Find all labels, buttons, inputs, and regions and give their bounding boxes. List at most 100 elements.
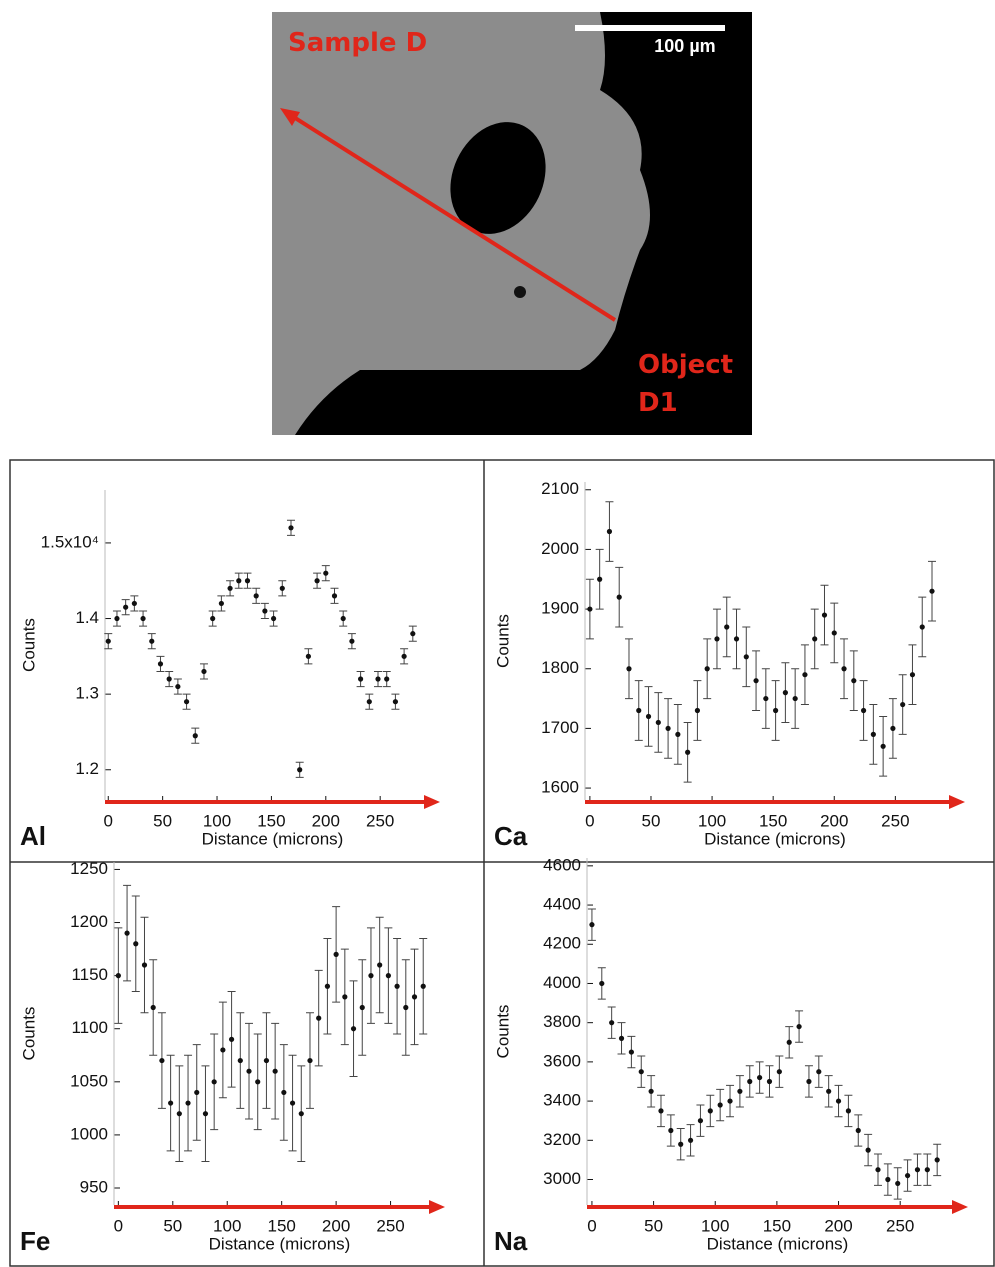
x-tick-label: 100: [698, 811, 726, 830]
x-tick-label: 50: [644, 1216, 663, 1235]
x-axis-title: Distance (microns): [707, 1234, 849, 1253]
data-point: [599, 980, 605, 987]
data-point: [934, 1157, 940, 1163]
y-tick-label: 1.2: [75, 759, 99, 778]
data-point: [773, 707, 779, 714]
x-tick-label: 250: [366, 811, 394, 830]
y-axis-title: Counts: [19, 1007, 38, 1061]
data-point: [796, 1023, 802, 1030]
data-point: [776, 1069, 782, 1075]
data-point: [885, 1176, 891, 1183]
data-point: [609, 1020, 615, 1026]
data-point: [220, 1047, 226, 1053]
element-label: Ca: [494, 821, 528, 851]
data-point: [314, 578, 320, 584]
y-tick-label: 1600: [541, 778, 579, 797]
data-point: [324, 983, 331, 989]
data-point: [305, 653, 311, 659]
distance-arrowhead: [429, 1200, 445, 1214]
data-point: [384, 676, 390, 682]
data-point: [707, 1108, 713, 1114]
data-point: [194, 1089, 200, 1096]
data-point: [792, 695, 798, 702]
data-point: [368, 973, 374, 979]
y-axis-title: Counts: [493, 614, 512, 668]
x-axis-title: Distance (microns): [704, 829, 846, 848]
data-point: [263, 1057, 270, 1064]
sample-label: Sample D: [288, 28, 428, 58]
y-tick-label: 1100: [71, 1018, 108, 1037]
data-point: [924, 1167, 930, 1173]
hole: [450, 122, 546, 234]
y-tick-label: 1.5x10⁴: [41, 532, 99, 551]
data-point: [183, 699, 190, 705]
y-tick-label: 1000: [70, 1124, 108, 1143]
data-point: [218, 600, 224, 607]
data-point: [114, 615, 120, 622]
y-tick-label: 2100: [541, 479, 579, 498]
data-point: [131, 600, 137, 607]
data-point: [648, 1088, 654, 1094]
y-tick-label: 1.4: [75, 608, 99, 627]
data-point: [246, 1068, 252, 1074]
data-point: [115, 973, 121, 979]
data-point: [763, 695, 769, 702]
x-tick-label: 50: [163, 1216, 182, 1235]
y-axis-title: Counts: [19, 618, 38, 672]
x-tick-label: 200: [824, 1216, 852, 1235]
data-point: [211, 1079, 217, 1085]
data-point: [870, 731, 876, 737]
data-point: [392, 699, 399, 705]
data-point: [272, 1068, 278, 1074]
data-point: [865, 1147, 871, 1153]
data-point: [105, 638, 111, 644]
y-tick-label: 4600: [543, 855, 581, 874]
data-point: [307, 1057, 313, 1064]
data-point: [202, 1111, 209, 1117]
data-point: [589, 922, 595, 928]
data-point: [685, 749, 691, 755]
data-point: [236, 578, 242, 584]
data-point: [668, 1127, 674, 1134]
chart: 1600 1700 1800 1900 2000 2100 0 50 100 150 200 250 D…: [493, 479, 965, 851]
data-point: [133, 941, 139, 947]
data-point: [289, 1100, 296, 1106]
data-point: [606, 528, 613, 535]
data-point: [333, 951, 339, 957]
x-axis-title: Distance (microns): [202, 829, 344, 848]
y-tick-label: 4400: [543, 895, 581, 914]
x-tick-label: 50: [642, 811, 661, 830]
y-tick-label: 4000: [543, 973, 581, 992]
x-tick-label: 250: [376, 1216, 404, 1235]
data-point: [331, 593, 338, 599]
element-label: Al: [20, 821, 46, 851]
data-point: [786, 1039, 792, 1045]
y-tick-label: 950: [80, 1177, 108, 1196]
data-point: [618, 1035, 625, 1041]
y-tick-label: 1200: [70, 912, 108, 931]
data-point: [255, 1079, 261, 1085]
data-point: [185, 1100, 191, 1106]
pore: [514, 286, 526, 298]
data-point: [420, 983, 426, 989]
y-tick-label: 1900: [541, 599, 579, 618]
data-point: [678, 1141, 684, 1147]
data-point: [281, 1089, 287, 1096]
distance-arrowhead: [949, 795, 965, 809]
x-tick-label: 0: [587, 1216, 596, 1235]
y-axis-title: Counts: [493, 1005, 512, 1059]
x-tick-label: 100: [701, 1216, 729, 1235]
distance-arrowhead: [424, 795, 440, 809]
x-tick-label: 150: [267, 1216, 295, 1235]
data-point: [714, 636, 720, 642]
y-tick-label: 1700: [541, 718, 579, 737]
y-tick-label: 3800: [543, 1012, 581, 1031]
data-point: [323, 570, 329, 576]
data-point: [201, 668, 207, 675]
data-point: [675, 731, 681, 737]
data-point: [743, 654, 749, 660]
data-point: [359, 1004, 365, 1011]
data-point: [279, 585, 285, 591]
y-tick-label: 3000: [543, 1169, 581, 1188]
data-point: [919, 624, 925, 630]
